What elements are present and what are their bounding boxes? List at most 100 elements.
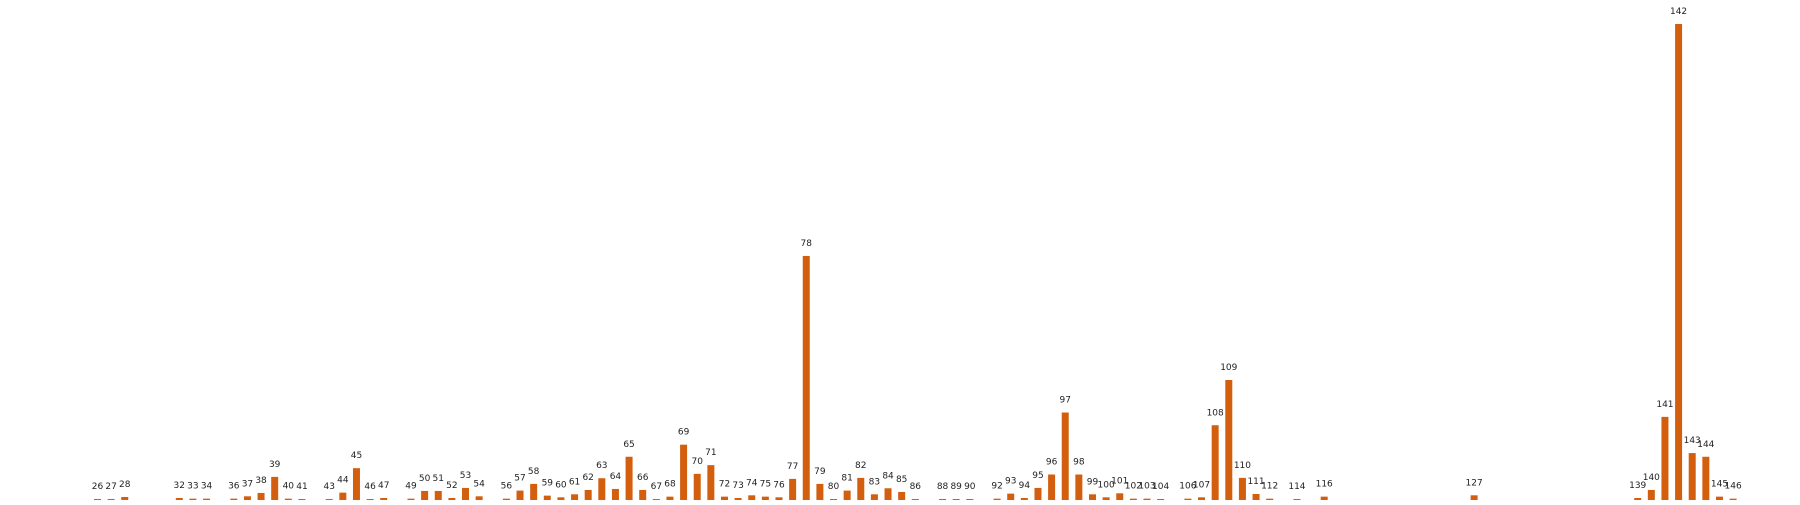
data-label-99: 99 xyxy=(1087,477,1099,487)
bar-108 xyxy=(1211,425,1219,500)
bar-85 xyxy=(898,491,906,500)
bar-82 xyxy=(857,477,865,500)
bar-70 xyxy=(693,473,701,500)
data-label-47: 47 xyxy=(378,481,389,491)
bar-57 xyxy=(516,490,524,500)
data-label-57: 57 xyxy=(514,474,525,484)
data-label-100: 100 xyxy=(1098,480,1115,490)
data-label-80: 80 xyxy=(828,482,840,492)
data-label-37: 37 xyxy=(242,479,253,489)
bar-59 xyxy=(543,495,551,500)
data-label-140: 140 xyxy=(1643,473,1660,483)
bar-73 xyxy=(734,497,742,500)
data-label-82: 82 xyxy=(855,461,866,471)
data-label-112: 112 xyxy=(1261,482,1278,492)
data-label-146: 146 xyxy=(1725,482,1742,492)
data-label-61: 61 xyxy=(569,477,580,487)
data-label-89: 89 xyxy=(950,482,962,492)
data-label-39: 39 xyxy=(269,460,281,470)
bar-49 xyxy=(407,498,415,500)
data-label-32: 32 xyxy=(174,481,185,491)
bar-74 xyxy=(748,495,756,500)
bar-107 xyxy=(1198,497,1206,500)
bar-44 xyxy=(339,492,347,500)
data-label-65: 65 xyxy=(623,440,634,450)
bar-27 xyxy=(107,498,115,500)
bar-39 xyxy=(271,476,279,500)
bar-40 xyxy=(284,498,292,500)
data-label-101: 101 xyxy=(1111,476,1128,486)
bar-68 xyxy=(666,496,674,500)
bar-84 xyxy=(884,488,892,500)
data-label-96: 96 xyxy=(1046,458,1058,468)
data-label-104: 104 xyxy=(1152,482,1169,492)
bar-146 xyxy=(1729,498,1737,500)
data-label-86: 86 xyxy=(910,482,922,492)
bar-143 xyxy=(1688,453,1696,500)
data-label-107: 107 xyxy=(1193,480,1210,490)
data-label-63: 63 xyxy=(596,461,607,471)
bar-26 xyxy=(94,498,101,500)
bar-103 xyxy=(1143,498,1151,500)
bar-141 xyxy=(1661,416,1669,500)
bar-36 xyxy=(230,498,238,500)
data-label-66: 66 xyxy=(637,473,649,483)
data-label-68: 68 xyxy=(664,480,676,490)
data-label-77: 77 xyxy=(787,462,798,472)
data-label-145: 145 xyxy=(1711,480,1728,490)
data-label-98: 98 xyxy=(1073,458,1085,468)
bar-52 xyxy=(448,497,456,500)
data-label-92: 92 xyxy=(991,482,1002,492)
data-label-33: 33 xyxy=(187,482,198,492)
bar-88 xyxy=(939,498,947,500)
data-label-58: 58 xyxy=(528,467,540,477)
data-label-97: 97 xyxy=(1060,396,1071,406)
data-label-141: 141 xyxy=(1656,400,1673,410)
data-label-60: 60 xyxy=(555,480,567,490)
bar-28 xyxy=(121,496,129,500)
data-label-102: 102 xyxy=(1125,482,1142,492)
bar-71 xyxy=(707,465,715,500)
data-label-69: 69 xyxy=(678,428,690,438)
bar-34 xyxy=(203,498,211,500)
bar-61 xyxy=(571,494,579,500)
data-label-103: 103 xyxy=(1138,482,1155,492)
bar-112 xyxy=(1266,498,1274,500)
data-label-76: 76 xyxy=(773,480,785,490)
bar-111 xyxy=(1252,493,1260,500)
data-label-106: 106 xyxy=(1179,482,1196,492)
data-label-50: 50 xyxy=(419,474,431,484)
data-label-67: 67 xyxy=(651,482,662,492)
data-label-28: 28 xyxy=(119,480,131,490)
data-label-59: 59 xyxy=(542,479,554,489)
data-label-45: 45 xyxy=(351,451,362,461)
data-label-43: 43 xyxy=(323,482,334,492)
bar-101 xyxy=(1116,493,1124,500)
data-label-142: 142 xyxy=(1670,7,1687,17)
data-label-139: 139 xyxy=(1629,481,1646,491)
data-label-114: 114 xyxy=(1288,482,1305,492)
bar-116 xyxy=(1320,496,1328,500)
bar-53 xyxy=(462,487,470,500)
bar-144 xyxy=(1702,456,1710,500)
bar-66 xyxy=(639,489,647,500)
bar-64 xyxy=(611,488,619,500)
data-label-144: 144 xyxy=(1697,440,1714,450)
bar-45 xyxy=(352,468,360,500)
data-label-41: 41 xyxy=(296,482,307,492)
bar-79 xyxy=(816,483,824,500)
bar-50 xyxy=(421,490,429,500)
bar-109 xyxy=(1225,379,1233,500)
bar-37 xyxy=(243,496,251,500)
bar-145 xyxy=(1715,496,1723,500)
data-label-51: 51 xyxy=(433,474,444,484)
data-label-40: 40 xyxy=(283,482,295,492)
bar-54 xyxy=(475,496,483,500)
bar-100 xyxy=(1102,497,1110,500)
data-label-38: 38 xyxy=(255,476,267,486)
data-label-46: 46 xyxy=(364,482,376,492)
data-label-94: 94 xyxy=(1019,481,1031,491)
bar-110 xyxy=(1238,477,1246,500)
data-label-56: 56 xyxy=(501,482,513,492)
